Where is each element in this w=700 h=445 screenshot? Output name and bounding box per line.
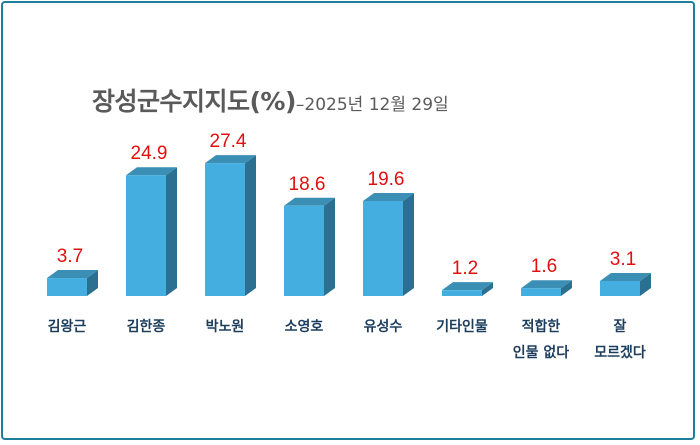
value-label: 27.4 [210,131,247,152]
bar [521,288,561,296]
bar-top [442,282,493,291]
category-label: 박노원 [206,318,245,335]
bar-side [245,155,256,296]
category-label: 유성수 [364,319,403,335]
category-label: 기타인물 [436,318,488,335]
chart-title: 장성군수지지도(%) [92,87,296,116]
bar-side [324,197,335,296]
category-label: 잘 [614,319,627,335]
bar [600,280,640,296]
bar-side [87,270,98,296]
bar-top [363,192,414,201]
value-label: 19.6 [368,169,405,190]
category-label: 소영호 [285,318,324,335]
chart-subtitle: –2025년 12월 29일 [295,95,449,115]
bar-side [166,167,177,296]
value-label: 24.9 [131,143,168,164]
bar-top [521,280,572,289]
value-label: 1.2 [452,258,478,279]
bar-top [284,197,335,206]
bar [442,290,482,296]
value-label: 3.7 [57,246,83,267]
category-label: 김왕근 [48,318,87,335]
category-label: 적합한 [522,318,561,335]
bar [47,278,87,296]
bar [284,205,324,296]
chart-title-block: 장성군수지지도(%)–2025년 12월 29일 [92,82,449,118]
chart-frame [1,1,695,440]
bar-side [482,282,493,296]
bar-top [600,272,651,281]
bar-side [640,272,651,296]
bar-side [403,192,414,296]
category-label: 인물 없다 [513,344,570,361]
bar-side [561,280,572,296]
category-label: 김한종 [127,318,166,335]
value-label: 18.6 [289,174,326,195]
value-label: 3.1 [610,249,636,270]
category-label: 모르겠다 [594,344,646,361]
bar-top [126,167,177,176]
value-label: 1.6 [531,256,557,277]
bar [205,163,245,296]
bar [363,200,403,296]
bar-top [47,270,98,279]
bar-top [205,155,256,164]
bar [126,175,166,296]
